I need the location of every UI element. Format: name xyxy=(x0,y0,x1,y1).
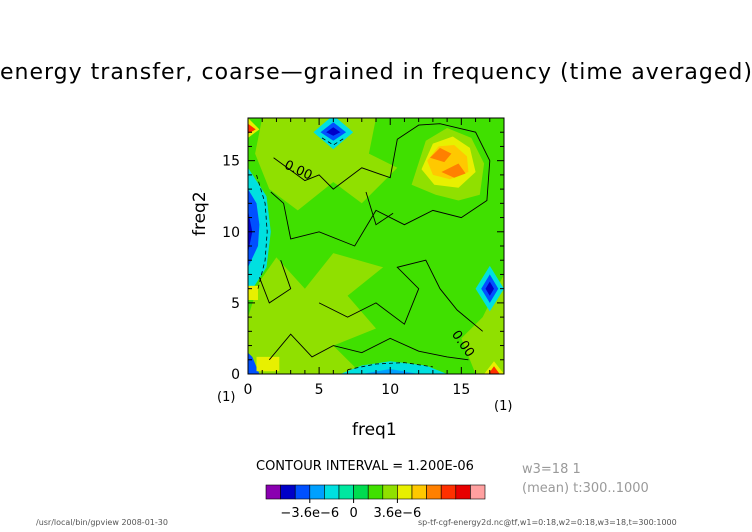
small-peak-sw xyxy=(256,356,280,372)
x-tick-label: 0 xyxy=(244,382,253,398)
small-peak-w xyxy=(248,285,258,300)
zero-contour-line xyxy=(318,259,483,332)
colorbar-swatch xyxy=(324,484,340,500)
colorbar-swatch xyxy=(265,484,281,500)
colorbar-swatch xyxy=(353,484,369,500)
colorbar-tick-label: −3.6e−6 xyxy=(280,506,339,521)
positive-region xyxy=(255,118,398,211)
x-axis-unit: (1) xyxy=(217,390,236,405)
trough-left-mid xyxy=(248,189,260,268)
chart-title: energy transfer, coarse—grained in frequ… xyxy=(0,60,752,85)
colorbar-swatch xyxy=(411,484,427,500)
trough-right-core xyxy=(485,281,494,296)
colorbar-swatch xyxy=(280,484,296,500)
contour-interval-label: CONTOUR INTERVAL = 1.200E-06 xyxy=(256,459,474,474)
colorbar-swatch xyxy=(338,484,354,500)
x-tick-label: 10 xyxy=(381,382,399,398)
colorbar-swatch xyxy=(470,484,486,500)
negative-contour-line xyxy=(256,174,268,289)
negative-contour-line xyxy=(321,137,345,146)
peak-orange-b xyxy=(441,163,466,178)
colorbar-tick-label: 3.6e−6 xyxy=(373,506,421,521)
x-tick-label: 5 xyxy=(315,382,324,398)
zero-contour-line xyxy=(268,333,469,361)
x-axis-label: freq1 xyxy=(352,420,397,440)
y-tick-label: 15 xyxy=(222,154,240,170)
colorbar-swatch xyxy=(367,484,384,500)
x-tick-label: 15 xyxy=(452,382,470,398)
zero-contour-line xyxy=(365,191,394,226)
colorbar-swatch xyxy=(382,484,398,500)
axes: 0 5 10 15 0 5 10 15 xyxy=(222,117,505,398)
negative-contour-line xyxy=(347,362,433,371)
contour-plot-area: 0.000.00 xyxy=(248,118,504,374)
colorbar-tick-label: 0 xyxy=(349,506,357,521)
footer-source: sp-tf-cgf-energy2d.nc@tf,w1=0:18,w2=0:18… xyxy=(418,518,677,527)
y-tick-label: 10 xyxy=(222,225,240,241)
y-axis-label: freq2 xyxy=(190,191,210,236)
positive-region xyxy=(248,253,384,374)
colorbar: −3.6e−6 0 3.6e−6 xyxy=(265,484,486,521)
trough-bottom-outer xyxy=(340,361,448,374)
colorbar-swatch xyxy=(426,484,442,500)
mean-subtitle: (mean) t:300..1000 xyxy=(522,481,649,496)
y-tick-label: 5 xyxy=(231,296,240,312)
y-tick-label: 0 xyxy=(231,367,240,383)
trough-top-core xyxy=(326,127,341,136)
colorbar-swatch xyxy=(294,484,311,500)
corner-peak-nw-core xyxy=(248,123,256,134)
zero-contour-line xyxy=(258,260,292,304)
w3-subtitle: w3=18 1 xyxy=(522,462,581,477)
peak-orange-a xyxy=(430,147,452,163)
colorbar-swatch xyxy=(309,484,325,500)
colorbar-swatch xyxy=(440,484,457,500)
y-axis-unit: (1) xyxy=(494,399,513,414)
corner-peak-se-core xyxy=(488,366,500,374)
colorbar-swatch xyxy=(397,484,413,500)
zero-contour-line xyxy=(270,123,491,247)
footer-program-date: /usr/local/bin/gpview 2008-01-30 xyxy=(36,518,168,527)
colorbar-swatch xyxy=(455,484,471,500)
